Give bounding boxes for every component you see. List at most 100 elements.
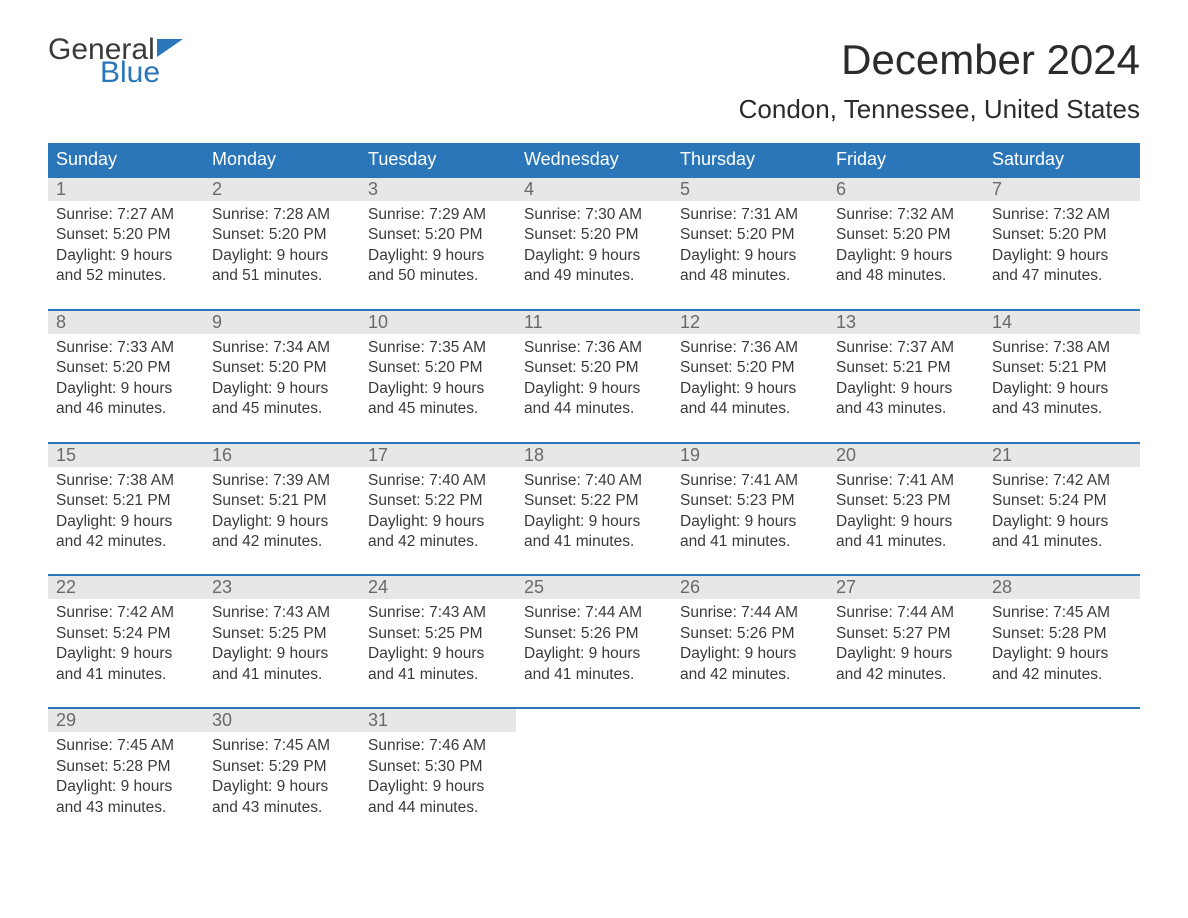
day-header-monday: Monday (204, 143, 360, 178)
sunset-text: Sunset: 5:22 PM (368, 491, 508, 511)
day-cell: 6Sunrise: 7:32 AMSunset: 5:20 PMDaylight… (828, 178, 984, 291)
daylight-line1: Daylight: 9 hours (368, 512, 508, 532)
daylight-line2: and 41 minutes. (524, 665, 664, 685)
day-number: 24 (360, 576, 516, 599)
day-number: 21 (984, 444, 1140, 467)
daylight-line1: Daylight: 9 hours (368, 644, 508, 664)
daylight-line1: Daylight: 9 hours (56, 246, 196, 266)
sunrise-text: Sunrise: 7:28 AM (212, 205, 352, 225)
day-cell: 14Sunrise: 7:38 AMSunset: 5:21 PMDayligh… (984, 311, 1140, 424)
daylight-line2: and 41 minutes. (56, 665, 196, 685)
day-number: 4 (516, 178, 672, 201)
daylight-line1: Daylight: 9 hours (524, 512, 664, 532)
daylight-line1: Daylight: 9 hours (680, 246, 820, 266)
day-body: Sunrise: 7:42 AMSunset: 5:24 PMDaylight:… (984, 467, 1140, 557)
day-number: 5 (672, 178, 828, 201)
sunset-text: Sunset: 5:20 PM (368, 225, 508, 245)
daylight-line1: Daylight: 9 hours (524, 246, 664, 266)
day-body: Sunrise: 7:45 AMSunset: 5:28 PMDaylight:… (48, 732, 204, 822)
day-number: 7 (984, 178, 1140, 201)
day-cell (828, 709, 984, 822)
day-number: 29 (48, 709, 204, 732)
day-body: Sunrise: 7:45 AMSunset: 5:29 PMDaylight:… (204, 732, 360, 822)
month-title: December 2024 (739, 36, 1140, 84)
sunset-text: Sunset: 5:26 PM (680, 624, 820, 644)
sunrise-text: Sunrise: 7:46 AM (368, 736, 508, 756)
day-cell: 25Sunrise: 7:44 AMSunset: 5:26 PMDayligh… (516, 576, 672, 689)
sunset-text: Sunset: 5:25 PM (368, 624, 508, 644)
daylight-line1: Daylight: 9 hours (212, 512, 352, 532)
daylight-line1: Daylight: 9 hours (836, 379, 976, 399)
daylight-line2: and 49 minutes. (524, 266, 664, 286)
week-row: 15Sunrise: 7:38 AMSunset: 5:21 PMDayligh… (48, 442, 1140, 557)
daylight-line2: and 41 minutes. (368, 665, 508, 685)
day-header-friday: Friday (828, 143, 984, 178)
week-row: 29Sunrise: 7:45 AMSunset: 5:28 PMDayligh… (48, 707, 1140, 822)
sunset-text: Sunset: 5:20 PM (524, 225, 664, 245)
daylight-line2: and 52 minutes. (56, 266, 196, 286)
day-cell: 22Sunrise: 7:42 AMSunset: 5:24 PMDayligh… (48, 576, 204, 689)
day-number: 17 (360, 444, 516, 467)
sunrise-text: Sunrise: 7:42 AM (992, 471, 1132, 491)
daylight-line2: and 50 minutes. (368, 266, 508, 286)
sunrise-text: Sunrise: 7:41 AM (680, 471, 820, 491)
daylight-line2: and 44 minutes. (368, 798, 508, 818)
daylight-line2: and 43 minutes. (56, 798, 196, 818)
sunrise-text: Sunrise: 7:38 AM (56, 471, 196, 491)
day-cell: 30Sunrise: 7:45 AMSunset: 5:29 PMDayligh… (204, 709, 360, 822)
day-body: Sunrise: 7:35 AMSunset: 5:20 PMDaylight:… (360, 334, 516, 424)
daylight-line1: Daylight: 9 hours (836, 246, 976, 266)
day-body: Sunrise: 7:29 AMSunset: 5:20 PMDaylight:… (360, 201, 516, 291)
daylight-line2: and 43 minutes. (212, 798, 352, 818)
day-body: Sunrise: 7:43 AMSunset: 5:25 PMDaylight:… (360, 599, 516, 689)
daylight-line2: and 42 minutes. (680, 665, 820, 685)
sunset-text: Sunset: 5:24 PM (992, 491, 1132, 511)
sunrise-text: Sunrise: 7:37 AM (836, 338, 976, 358)
daylight-line2: and 45 minutes. (368, 399, 508, 419)
sunrise-text: Sunrise: 7:42 AM (56, 603, 196, 623)
daylight-line1: Daylight: 9 hours (992, 379, 1132, 399)
day-number: 1 (48, 178, 204, 201)
sunset-text: Sunset: 5:25 PM (212, 624, 352, 644)
daylight-line2: and 45 minutes. (212, 399, 352, 419)
day-number: 20 (828, 444, 984, 467)
day-number (828, 709, 984, 710)
day-body: Sunrise: 7:40 AMSunset: 5:22 PMDaylight:… (360, 467, 516, 557)
daylight-line1: Daylight: 9 hours (368, 379, 508, 399)
day-cell: 4Sunrise: 7:30 AMSunset: 5:20 PMDaylight… (516, 178, 672, 291)
sunset-text: Sunset: 5:23 PM (836, 491, 976, 511)
day-number: 31 (360, 709, 516, 732)
day-cell: 9Sunrise: 7:34 AMSunset: 5:20 PMDaylight… (204, 311, 360, 424)
daylight-line1: Daylight: 9 hours (836, 644, 976, 664)
day-body: Sunrise: 7:41 AMSunset: 5:23 PMDaylight:… (828, 467, 984, 557)
day-body: Sunrise: 7:44 AMSunset: 5:27 PMDaylight:… (828, 599, 984, 689)
day-cell: 31Sunrise: 7:46 AMSunset: 5:30 PMDayligh… (360, 709, 516, 822)
day-number (672, 709, 828, 710)
day-number: 19 (672, 444, 828, 467)
sunrise-text: Sunrise: 7:45 AM (212, 736, 352, 756)
day-header-wednesday: Wednesday (516, 143, 672, 178)
day-body: Sunrise: 7:33 AMSunset: 5:20 PMDaylight:… (48, 334, 204, 424)
day-body: Sunrise: 7:46 AMSunset: 5:30 PMDaylight:… (360, 732, 516, 822)
day-number: 9 (204, 311, 360, 334)
day-cell: 15Sunrise: 7:38 AMSunset: 5:21 PMDayligh… (48, 444, 204, 557)
daylight-line1: Daylight: 9 hours (212, 777, 352, 797)
day-header-sunday: Sunday (48, 143, 204, 178)
day-cell: 8Sunrise: 7:33 AMSunset: 5:20 PMDaylight… (48, 311, 204, 424)
calendar: Sunday Monday Tuesday Wednesday Thursday… (48, 143, 1140, 822)
day-cell: 24Sunrise: 7:43 AMSunset: 5:25 PMDayligh… (360, 576, 516, 689)
sunrise-text: Sunrise: 7:34 AM (212, 338, 352, 358)
daylight-line1: Daylight: 9 hours (56, 644, 196, 664)
sunset-text: Sunset: 5:24 PM (56, 624, 196, 644)
daylight-line1: Daylight: 9 hours (56, 777, 196, 797)
day-number: 3 (360, 178, 516, 201)
day-cell: 7Sunrise: 7:32 AMSunset: 5:20 PMDaylight… (984, 178, 1140, 291)
day-number (516, 709, 672, 710)
day-number: 6 (828, 178, 984, 201)
day-body: Sunrise: 7:28 AMSunset: 5:20 PMDaylight:… (204, 201, 360, 291)
sunset-text: Sunset: 5:21 PM (992, 358, 1132, 378)
day-body: Sunrise: 7:36 AMSunset: 5:20 PMDaylight:… (516, 334, 672, 424)
day-body: Sunrise: 7:32 AMSunset: 5:20 PMDaylight:… (984, 201, 1140, 291)
day-number: 13 (828, 311, 984, 334)
day-cell: 19Sunrise: 7:41 AMSunset: 5:23 PMDayligh… (672, 444, 828, 557)
